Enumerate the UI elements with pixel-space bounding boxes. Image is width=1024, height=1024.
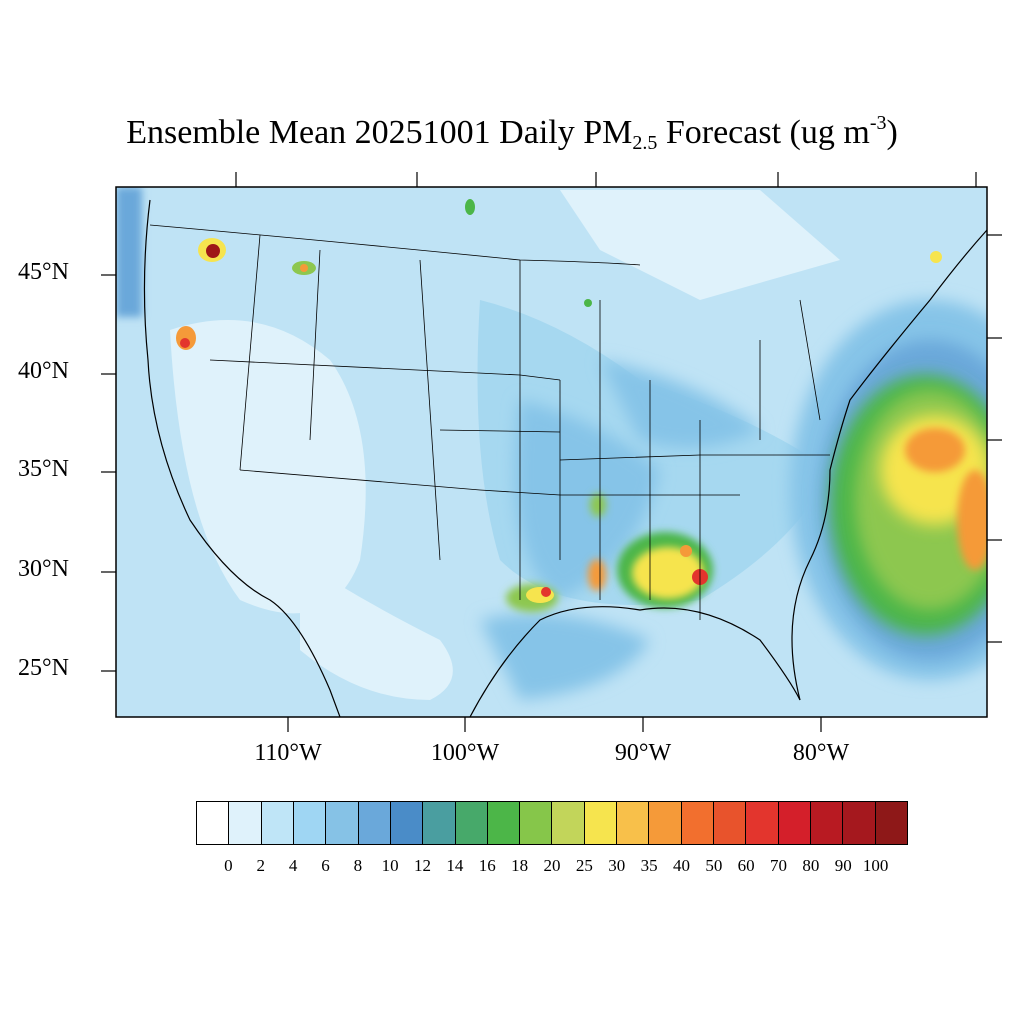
colorbar-tick-label: 40 [672,856,690,875]
map-title: Ensemble Mean 20251001 Daily PM2.5 Forec… [126,112,898,154]
colorbar-swatch [455,802,488,844]
colorbar-tick-label: 14 [446,856,464,875]
colorbar-swatch [326,802,359,844]
colorbar-tick-label: 80 [802,856,820,875]
lat-label-25n: 25°N [18,655,69,681]
canada-spot [465,199,475,215]
michigan-spot [584,299,592,307]
colorbar-tick-label: 10 [381,856,399,875]
idaho-fire-core [206,244,220,258]
colorbar-swatch [584,802,618,844]
lat-label-30n: 30°N [18,556,69,582]
coast-northwest [116,187,142,317]
low-region-north [560,190,840,300]
lat-label-40n: 40°N [18,358,69,384]
colorbar-swatch [197,802,230,844]
colorbar-swatch [681,802,714,844]
maine-fire [930,251,942,263]
atlantic-plume-orange-edge [957,470,987,570]
colorbar-swatch [778,802,811,844]
concentration-field [116,187,987,717]
colorbar-tick-label: 50 [705,856,723,875]
colorbar-swatch [358,802,391,844]
lat-label-45n: 45°N [18,259,69,285]
moderate-region-gulf [480,613,650,700]
texas-hotspot [541,587,551,597]
colorbar-swatch [617,802,650,844]
atlantic-plume-orange [905,428,965,472]
lon-label-110w: 110°W [254,740,322,766]
colorbar-tick-label: 18 [511,856,529,875]
montana-fire-core [300,264,308,272]
colorbar-swatch [261,802,294,844]
louisiana-hotspot [588,559,606,591]
colorbar-tick-label: 35 [640,856,658,875]
colorbar-swatch [843,802,876,844]
colorbar-swatch [229,802,262,844]
colorbar-swatch [487,802,521,844]
lon-label-90w: 90°W [614,740,672,766]
colorbar-tick-label: 8 [353,856,363,875]
tick-marks [101,172,1002,732]
colorbar-swatch [649,802,682,844]
colorbar-tick-label: 12 [414,856,432,875]
colorbar-swatch [390,802,424,844]
colorbar-tick-label: 90 [834,856,852,875]
lon-label-80w: 80°W [792,740,850,766]
low-region-southwest [300,560,453,700]
colorbar-swatch [746,802,779,844]
moderate-region-ohio [600,360,760,448]
colorbar-tick-label: 100 [862,856,889,875]
lon-label-100w: 100°W [430,740,500,766]
lat-label-35n: 35°N [18,456,69,482]
coastline [143,199,987,717]
colorbar-swatch [810,802,844,844]
colorbar-tick-label: 70 [770,856,788,875]
colorbar-tick-label: 4 [288,856,298,875]
colorbar-tick-label: 16 [478,856,496,875]
colorbar-swatch [714,802,747,844]
colorbar-tick-label: 30 [608,856,626,875]
southeast-hotspot-2 [680,545,692,557]
low-region-west [170,320,366,614]
colorbar-tick-label: 60 [737,856,755,875]
colorbar-tick-label: 2 [256,856,265,875]
colorbar [196,801,908,845]
map-frame [115,186,988,718]
moderate-region-south [515,400,660,600]
oregon-fire-core [180,338,190,348]
colorbar-swatch [520,802,553,844]
colorbar-swatch [875,802,907,844]
colorbar-tick-label: 6 [321,856,330,875]
arkansas-hotspot [590,493,606,517]
colorbar-swatch [552,802,585,844]
colorbar-tick-label: 25 [575,856,593,875]
colorbar-swatch [293,802,327,844]
colorbar-swatch [423,802,456,844]
colorbar-tick-label: 0 [224,856,233,875]
colorbar-tick-label: 20 [543,856,561,875]
state-boundaries [149,224,830,620]
